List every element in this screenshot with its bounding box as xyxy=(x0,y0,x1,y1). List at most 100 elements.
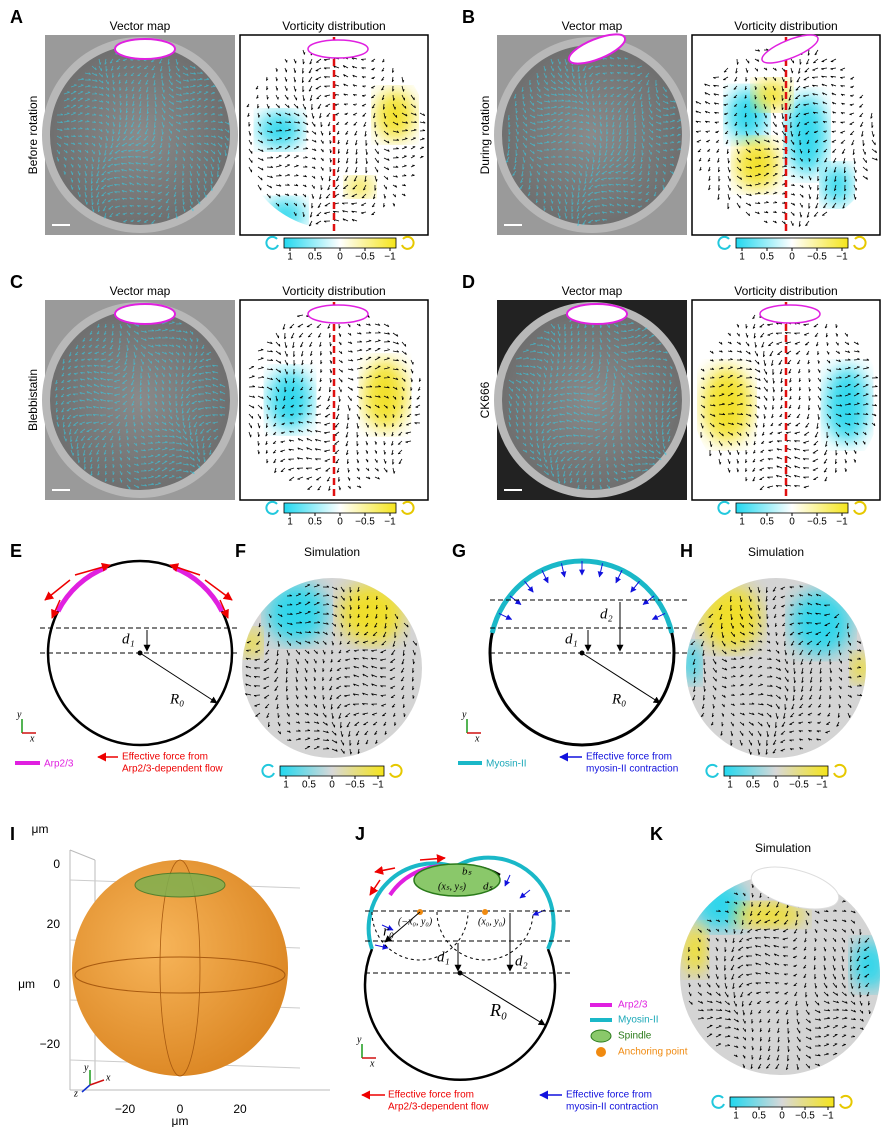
legend-label: Effective force from xyxy=(122,752,208,763)
panel-letter: H xyxy=(680,541,693,561)
panel-title: Vector map xyxy=(110,19,171,33)
spindle-outline xyxy=(308,305,368,323)
force-arrow xyxy=(520,890,530,898)
axis-label: x xyxy=(105,1072,111,1083)
rotation-icon xyxy=(854,237,866,249)
panel-letter: E xyxy=(10,541,22,561)
vorticity-blob xyxy=(268,370,312,430)
colorbar xyxy=(724,766,828,776)
spindle-outline xyxy=(115,304,175,324)
symbol: d₂ xyxy=(515,953,528,969)
legend-label: Myosin-II xyxy=(618,1015,659,1026)
rotation-icon xyxy=(840,1096,852,1108)
rotation-icon xyxy=(402,502,414,514)
panel-title: Vector map xyxy=(562,284,623,298)
axis-label: z xyxy=(73,1088,78,1099)
force-arrow xyxy=(616,570,622,583)
colorbar-tick-label: 0.5 xyxy=(760,252,774,263)
vorticity-blob xyxy=(346,177,374,197)
legend-label: Myosin-II xyxy=(486,759,527,770)
tick-label: 0 xyxy=(53,857,60,871)
legend-label: Anchoring point xyxy=(618,1047,688,1058)
panel-letter: J xyxy=(355,824,365,844)
colorbar-tick-label: 0 xyxy=(773,780,779,791)
axis-label: x xyxy=(29,733,35,744)
symbol: d₁ xyxy=(437,949,450,965)
legend-swatch xyxy=(591,1030,611,1042)
vorticity-blob xyxy=(683,925,707,975)
tick-label: −20 xyxy=(40,1037,61,1051)
symbol: d₁ xyxy=(565,631,578,647)
colorbar-tick-label: −0.5 xyxy=(795,1111,815,1122)
legend-label: Spindle xyxy=(618,1031,652,1042)
cell-interior xyxy=(50,310,230,490)
legend-label: Arp2/3-dependent flow xyxy=(388,1102,489,1113)
panel-letter: C xyxy=(10,272,23,292)
rotation-icon xyxy=(712,1096,724,1108)
force-arrow xyxy=(420,858,445,860)
colorbar-tick-label: −0.5 xyxy=(807,517,827,528)
axis-label: y xyxy=(83,1062,89,1073)
symbol: bₛ xyxy=(462,866,473,878)
panel-title: Vorticity distribution xyxy=(734,284,837,298)
rotation-icon xyxy=(718,237,730,249)
symbol: d₁ xyxy=(122,631,135,647)
condition-label: During rotation xyxy=(478,96,492,175)
colorbar-tick-label: −1 xyxy=(836,517,848,528)
rotation-icon xyxy=(402,237,414,249)
symbol: (−x₀, y₀) xyxy=(398,916,433,927)
anchor xyxy=(482,909,488,915)
rotation-icon xyxy=(834,765,846,777)
colorbar xyxy=(284,503,396,513)
panel-title: Simulation xyxy=(748,545,804,559)
spindle-3d xyxy=(135,873,225,897)
force-arrow xyxy=(631,581,640,592)
spindle-outline xyxy=(567,304,627,324)
axis-unit: μm xyxy=(18,977,35,991)
colorbar-tick-label: −1 xyxy=(384,252,396,263)
colorbar-tick-label: 1 xyxy=(727,780,733,791)
tick-label: −20 xyxy=(115,1102,136,1116)
colorbar-tick-label: 0.5 xyxy=(308,252,322,263)
colorbar-tick-label: 0 xyxy=(779,1111,785,1122)
colorbar-tick-label: 0 xyxy=(337,252,343,263)
panel-title: Vector map xyxy=(110,284,171,298)
colorbar xyxy=(736,503,848,513)
colorbar-tick-label: 0 xyxy=(789,517,795,528)
colorbar-tick-label: −0.5 xyxy=(355,517,375,528)
colorbar-tick-label: 1 xyxy=(287,252,293,263)
spindle-outline xyxy=(308,40,368,58)
vorticity-blob xyxy=(681,643,701,683)
cell-interior xyxy=(502,45,682,225)
symbol: r₀ xyxy=(383,923,394,939)
vorticity-blob xyxy=(735,140,779,190)
colorbar xyxy=(736,238,848,248)
colorbar-tick-label: −1 xyxy=(822,1111,834,1122)
panel-title: Vorticity distribution xyxy=(282,284,385,298)
colorbar-tick-label: −1 xyxy=(836,252,848,263)
vorticity-blob xyxy=(851,653,871,683)
vorticity-blob xyxy=(363,360,407,430)
axis-label: y xyxy=(16,709,22,720)
symbol: R₀ xyxy=(489,1000,507,1020)
colorbar-tick-label: 1 xyxy=(739,252,745,263)
symbol: R₀ xyxy=(611,691,626,707)
legend-label: myosin-II contraction xyxy=(566,1102,658,1113)
colorbar-tick-label: 0.5 xyxy=(752,1111,766,1122)
tick-label: 0 xyxy=(53,977,60,991)
colorbar-tick-label: 0.5 xyxy=(746,780,760,791)
axis-x xyxy=(90,1080,104,1085)
legend-label: Arp2/3 xyxy=(44,759,74,770)
colorbar xyxy=(730,1097,834,1107)
colorbar-tick-label: −0.5 xyxy=(807,252,827,263)
force-arrow xyxy=(652,613,665,619)
panel-title: Vorticity distribution xyxy=(282,19,385,33)
cell-interior xyxy=(50,45,230,225)
rotation-icon xyxy=(266,502,278,514)
legend-label: Effective force from xyxy=(566,1090,652,1101)
colorbar-tick-label: 1 xyxy=(739,517,745,528)
rotation-icon xyxy=(262,765,274,777)
axis-z xyxy=(82,1085,90,1092)
colorbar-tick-label: −0.5 xyxy=(789,780,809,791)
legend-label: myosin-II contraction xyxy=(586,764,678,775)
